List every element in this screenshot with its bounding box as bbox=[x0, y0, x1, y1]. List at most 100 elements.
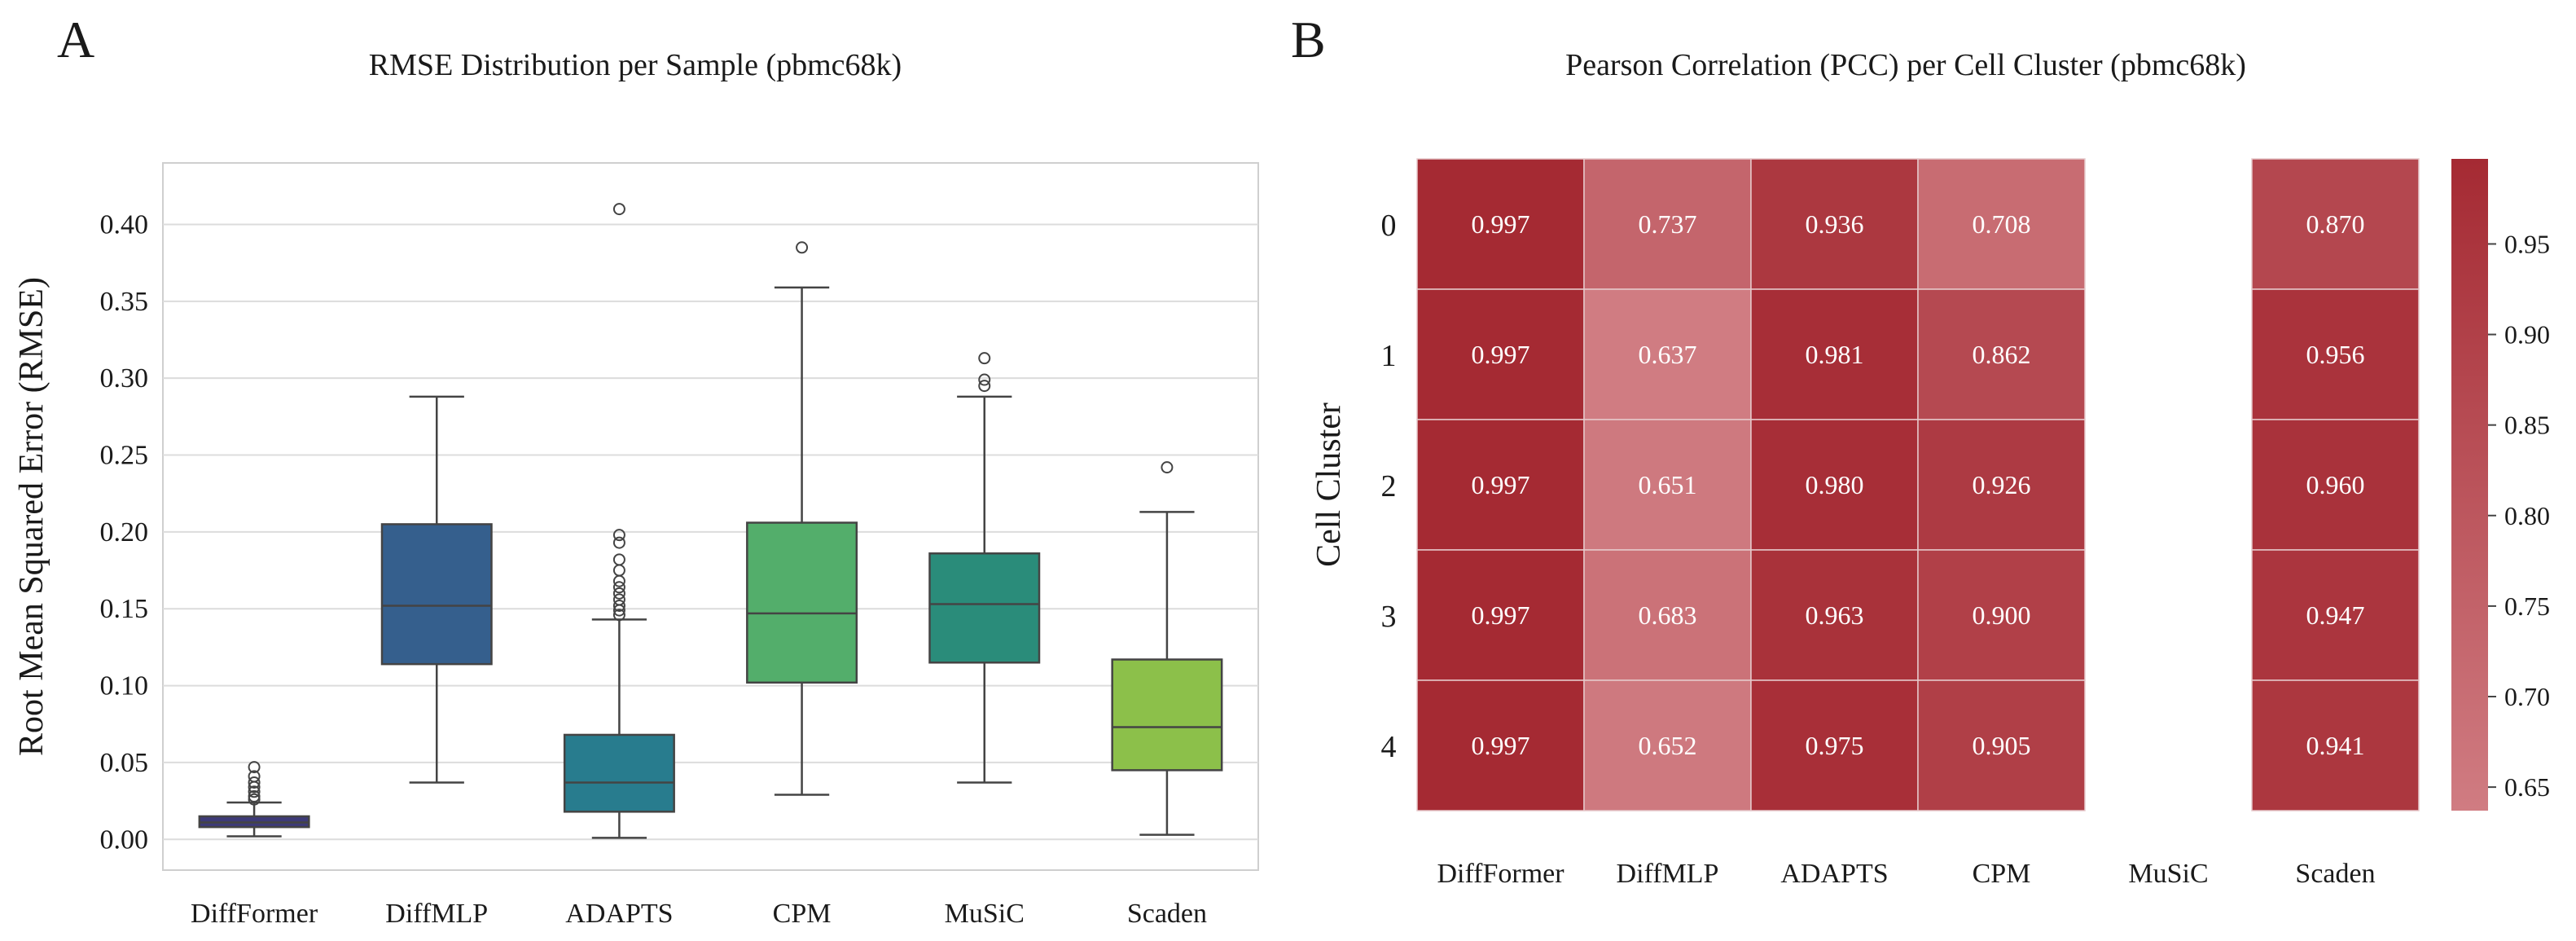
colorbar-tick-label: 0.75 bbox=[2504, 591, 2550, 621]
outlier-point bbox=[248, 776, 261, 789]
outlier-point bbox=[978, 352, 991, 365]
cell-value: 0.980 bbox=[1806, 470, 1864, 499]
boxplot-chart: 0.00 0.05 0.10 0.15 0.20 0.25 0.30 0.35 0.40 Root… bbox=[13, 162, 1259, 929]
panel-letter-b: B bbox=[1291, 11, 1326, 68]
x-tick-label: ADAPTS bbox=[565, 899, 673, 929]
heatmap-cell bbox=[1416, 679, 1585, 811]
heatmap-cell bbox=[1750, 158, 1919, 290]
heatmap-cell bbox=[1917, 158, 2086, 290]
cell-value: 0.997 bbox=[1472, 340, 1530, 369]
cell-value: 0.737 bbox=[1639, 209, 1697, 239]
colorbar-tick-label: 0.90 bbox=[2504, 320, 2550, 350]
heatmap-cell bbox=[1416, 158, 1585, 290]
heatmap-cell bbox=[2251, 419, 2420, 551]
colorbar-tick-label: 0.65 bbox=[2504, 772, 2550, 802]
box-iqr bbox=[928, 552, 1041, 664]
outlier-point bbox=[612, 203, 625, 216]
outlier-point bbox=[248, 789, 261, 802]
box-iqr bbox=[746, 521, 858, 684]
box-scaden bbox=[1111, 461, 1223, 836]
x-tick-label: DiffMLP bbox=[385, 899, 488, 929]
cell-value: 0.963 bbox=[1806, 600, 1864, 630]
outlier-point bbox=[248, 793, 261, 806]
y-tick-label: 0.25 bbox=[100, 441, 149, 471]
outlier-point bbox=[248, 761, 261, 774]
column-label: DiffFormer bbox=[1437, 859, 1564, 889]
column-label: DiffMLP bbox=[1617, 859, 1719, 889]
cell-value: 0.997 bbox=[1472, 731, 1530, 760]
colorbar-tick-label: 0.85 bbox=[2504, 411, 2550, 440]
cell-value: 0.981 bbox=[1806, 340, 1864, 369]
column-label: CPM bbox=[1973, 859, 2031, 889]
y-axis-label: Cell Cluster bbox=[1310, 402, 1348, 567]
cell-value: 0.652 bbox=[1639, 731, 1697, 760]
box-diffformer bbox=[198, 761, 310, 838]
colorbar-tick-label: 0.95 bbox=[2504, 229, 2550, 258]
box-music bbox=[928, 352, 1041, 784]
outlier-point bbox=[248, 770, 261, 783]
heatmap-cell bbox=[1750, 679, 1919, 811]
heatmap-cell bbox=[2251, 288, 2420, 420]
outlier-point bbox=[978, 373, 991, 386]
plot-frame bbox=[162, 162, 1259, 871]
cell-value: 0.905 bbox=[1973, 731, 2031, 760]
cell-value: 0.941 bbox=[2306, 731, 2365, 760]
box-cpm bbox=[746, 241, 858, 796]
cell-value: 0.926 bbox=[1973, 470, 2031, 499]
heatmap-cell bbox=[1917, 288, 2086, 420]
cell-value: 0.960 bbox=[2306, 470, 2365, 499]
outlier-point bbox=[612, 529, 625, 542]
heatmap-cell bbox=[1583, 679, 1752, 811]
cell-value: 0.997 bbox=[1472, 470, 1530, 499]
cell-value: 0.900 bbox=[1973, 600, 2031, 630]
outlier-point bbox=[248, 785, 261, 798]
outlier-point bbox=[978, 380, 991, 393]
row-label: 3 bbox=[1381, 600, 1397, 634]
outlier-point bbox=[612, 581, 625, 594]
heatmap-cell bbox=[1750, 549, 1919, 681]
heatmap-cell bbox=[1416, 288, 1585, 420]
colorbar-tick-label: 0.80 bbox=[2504, 501, 2550, 530]
outlier-point bbox=[612, 587, 625, 600]
cell-value: 0.708 bbox=[1973, 209, 2031, 239]
row-label: 0 bbox=[1381, 209, 1397, 243]
x-tick-label: DiffFormer bbox=[191, 899, 318, 929]
outlier-point bbox=[612, 593, 625, 606]
cell-value: 0.956 bbox=[2306, 340, 2365, 369]
y-tick-label: 0.30 bbox=[100, 363, 149, 394]
x-tick-label: Scaden bbox=[1127, 899, 1207, 929]
heatmap-cell bbox=[1750, 419, 1919, 551]
cell-value: 0.975 bbox=[1806, 731, 1864, 760]
box-iqr bbox=[563, 733, 675, 813]
heatmap-cell bbox=[1917, 679, 2086, 811]
cell-value: 0.870 bbox=[2306, 209, 2365, 239]
y-tick-label: 0.40 bbox=[100, 209, 149, 240]
y-tick-label: 0.20 bbox=[100, 517, 149, 547]
cell-value: 0.651 bbox=[1639, 470, 1697, 499]
column-label: MuSiC bbox=[2128, 859, 2208, 889]
heatmap-cell bbox=[2251, 679, 2420, 811]
cell-value: 0.862 bbox=[1973, 340, 2031, 369]
heatmap-cell bbox=[2251, 158, 2420, 290]
box-iqr bbox=[380, 523, 493, 666]
x-tick-label: CPM bbox=[773, 899, 832, 929]
box-diffmlp bbox=[380, 395, 493, 784]
x-tick-label: MuSiC bbox=[945, 899, 1025, 929]
colorbar-tick-label: 0.70 bbox=[2504, 682, 2550, 711]
heatmap-cell bbox=[1917, 419, 2086, 551]
chart-a-title: RMSE Distribution per Sample (pbmc68k) bbox=[369, 48, 902, 82]
heatmap-cell bbox=[1750, 288, 1919, 420]
outlier-point bbox=[612, 599, 625, 612]
chart-b-title: Pearson Correlation (PCC) per Cell Clust… bbox=[1565, 48, 2246, 82]
heatmap-cell bbox=[1583, 288, 1752, 420]
cell-value: 0.683 bbox=[1639, 600, 1697, 630]
heatmap-cell bbox=[1583, 419, 1752, 551]
cell-value: 0.947 bbox=[2306, 600, 2365, 630]
panel-letter-a: A bbox=[57, 11, 94, 68]
column-label: Scaden bbox=[2295, 859, 2375, 889]
heatmap-cell bbox=[1416, 549, 1585, 681]
cell-value: 0.637 bbox=[1639, 340, 1697, 369]
y-tick-label: 0.00 bbox=[100, 824, 149, 855]
outlier-point bbox=[612, 553, 625, 566]
